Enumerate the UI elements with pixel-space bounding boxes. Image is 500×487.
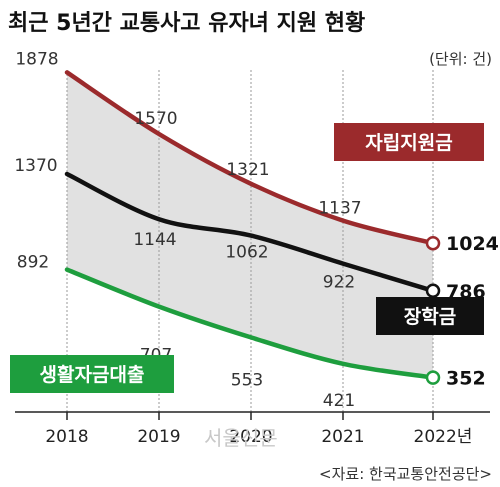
x-tick-label: 2020 (229, 427, 272, 447)
series-1-value-label: 1878 (15, 49, 58, 69)
series-1-value-label: 1570 (134, 109, 177, 129)
series-3-value-label: 553 (231, 370, 263, 390)
chart-title: 최근 5년간 교통사고 유자녀 지원 현황 (8, 11, 365, 36)
series-1-legend-badge (334, 123, 484, 161)
series-2-value-label: 1144 (133, 230, 176, 250)
series-2-value-label: 922 (323, 273, 355, 293)
x-tick-label: 2022년 (414, 427, 473, 447)
x-tick-label: 2019 (137, 427, 180, 447)
series-1-end-marker (425, 235, 441, 251)
ticks-layer: 2018 2019 2020 2021 2022년 (45, 427, 472, 447)
area-layer (67, 72, 433, 378)
lines-layer (64, 70, 441, 385)
watermark: 서울신문 (204, 426, 278, 450)
series-3-value-label: 892 (17, 253, 49, 273)
series-3-legend-label: 생활자금대출 (40, 364, 145, 386)
series-3-legend-badge (10, 355, 174, 393)
series-3-value-label: 421 (323, 391, 355, 411)
series-2-legend-badge (376, 297, 484, 335)
series-1-value-label: 1137 (318, 199, 361, 219)
series-line-1 (64, 70, 436, 246)
series-line-3 (64, 267, 436, 380)
x-tick-label: 2021 (321, 427, 364, 447)
shaded-area (67, 72, 433, 378)
series-2-value-label: 1370 (14, 156, 57, 176)
unit-label: (단위: 건) (429, 50, 492, 68)
x-tick-label: 2018 (45, 427, 88, 447)
series-2-end-marker (425, 283, 441, 299)
series-3-value-label: 352 (446, 368, 486, 390)
source-label: <자료: 한국교통안전공단> (319, 465, 492, 483)
series-1-value-label: 1321 (226, 160, 269, 180)
series-2-value-label: 1062 (225, 243, 268, 263)
series-1-legend-label: 자립지원금 (365, 132, 452, 154)
series-line-2 (64, 171, 436, 294)
series-2-legend-label: 장학금 (404, 306, 456, 328)
series-3-end-marker (425, 370, 441, 385)
series-1-value-label: 1024 (446, 233, 499, 255)
